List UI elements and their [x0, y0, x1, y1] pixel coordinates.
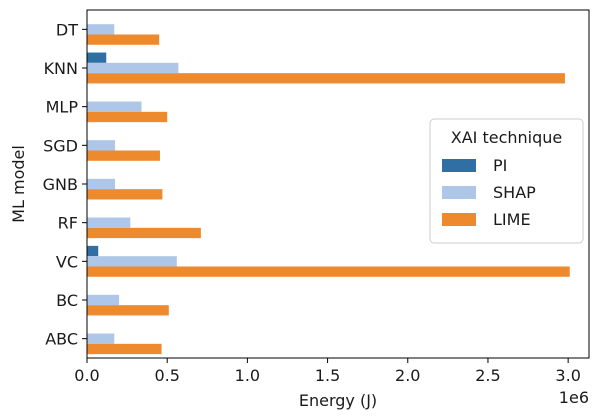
- x-tick-label: 1.0: [235, 366, 260, 385]
- y-tick-label: ABC: [45, 330, 78, 349]
- y-tick-label: SGD: [43, 136, 78, 155]
- y-tick-label: KNN: [44, 59, 78, 78]
- bars-layer: [87, 13, 570, 355]
- bar-lime-abc: [87, 343, 162, 355]
- legend-swatch-pi: [442, 159, 476, 172]
- x-axis: 0.0 0.5 1.0 1.5 2.0 2.5 3.0: [74, 358, 581, 385]
- bar-shap-sgd: [87, 140, 116, 151]
- bar-shap-vc: [87, 256, 177, 267]
- x-tick-label: 2.0: [395, 366, 420, 385]
- bar-shap-dt: [87, 24, 115, 35]
- y-tick-label: GNB: [43, 175, 78, 194]
- bar-lime-dt: [87, 34, 160, 45]
- x-axis-title: Energy (J): [299, 391, 377, 410]
- y-tick-label: BC: [56, 291, 78, 310]
- legend-box: [429, 118, 584, 244]
- bar-pi-vc: [87, 245, 99, 257]
- bar-lime-bc: [87, 305, 169, 316]
- y-tick-label: VC: [56, 252, 78, 271]
- bar-lime-vc: [87, 266, 570, 277]
- legend-title: XAI technique: [451, 128, 563, 147]
- bar-lime-rf: [87, 227, 201, 239]
- x-tick-label: 0.5: [154, 366, 179, 385]
- legend-label-shap: SHAP: [493, 183, 536, 202]
- legend-label-lime: LIME: [493, 210, 531, 229]
- x-tick-label: 2.5: [475, 366, 500, 385]
- legend-items: PI SHAP LIME: [442, 156, 536, 229]
- bar-shap-rf: [87, 217, 131, 228]
- bar-shap-knn: [87, 62, 179, 74]
- bar-shap-gnb: [87, 178, 116, 190]
- bar-lime-sgd: [87, 150, 160, 161]
- y-axis-title: ML model: [9, 145, 28, 223]
- legend: XAI technique PI SHAP LIME: [429, 118, 584, 244]
- bar-pi-knn: [87, 52, 107, 63]
- legend-swatch-lime: [442, 213, 476, 226]
- legend-swatch-shap: [442, 186, 476, 199]
- bar-shap-abc: [87, 333, 115, 344]
- bar-lime-mlp: [87, 111, 168, 123]
- x-tick-label: 1.5: [315, 366, 340, 385]
- x-tick-label: 3.0: [555, 366, 580, 385]
- y-tick-label: RF: [58, 214, 78, 233]
- bar-shap-mlp: [87, 101, 142, 112]
- legend-label-pi: PI: [493, 156, 507, 175]
- y-tick-label: DT: [56, 20, 78, 39]
- y-tick-label: MLP: [46, 98, 79, 117]
- bar-shap-bc: [87, 294, 120, 306]
- bar-lime-knn: [87, 73, 565, 84]
- x-axis-offset-label: 1e6: [559, 388, 589, 407]
- bar-lime-gnb: [87, 189, 163, 200]
- x-tick-label: 0.0: [74, 366, 99, 385]
- y-axis: DT KNN MLP SGD GNB RF VC BC ABC: [43, 20, 87, 349]
